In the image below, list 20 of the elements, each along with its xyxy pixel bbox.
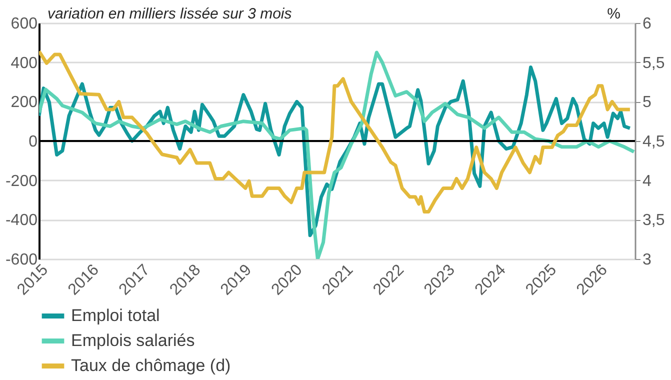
legend-label: Taux de chômage (d) bbox=[71, 356, 231, 375]
line-series bbox=[39, 50, 635, 259]
y2-tick-label: 4 bbox=[642, 172, 652, 190]
line-series bbox=[39, 50, 632, 214]
y2-tick-label: 5 bbox=[642, 94, 652, 112]
y-tick-label: -200 bbox=[5, 172, 38, 190]
y-tick-label: -400 bbox=[5, 212, 38, 230]
y2-tick-label: 6 bbox=[642, 16, 652, 32]
y2-tick-label: 5,5 bbox=[642, 54, 665, 72]
y2-tick-label: 3,5 bbox=[642, 212, 665, 230]
legend-label: Emploi total bbox=[71, 306, 160, 325]
legend-label: Emplois salariés bbox=[71, 331, 195, 350]
y-tick-label: 400 bbox=[10, 54, 38, 72]
y2-tick-label: 3 bbox=[642, 252, 652, 268]
y2-tick-label: 4,5 bbox=[642, 134, 665, 150]
y-axis-title: variation en milliers lissée sur 3 mois bbox=[48, 6, 292, 22]
y-tick-label: 0 bbox=[28, 134, 38, 150]
y-tick-label: 600 bbox=[10, 16, 38, 32]
y2-axis-title: % bbox=[607, 6, 620, 22]
y-tick-label: 200 bbox=[10, 94, 38, 112]
